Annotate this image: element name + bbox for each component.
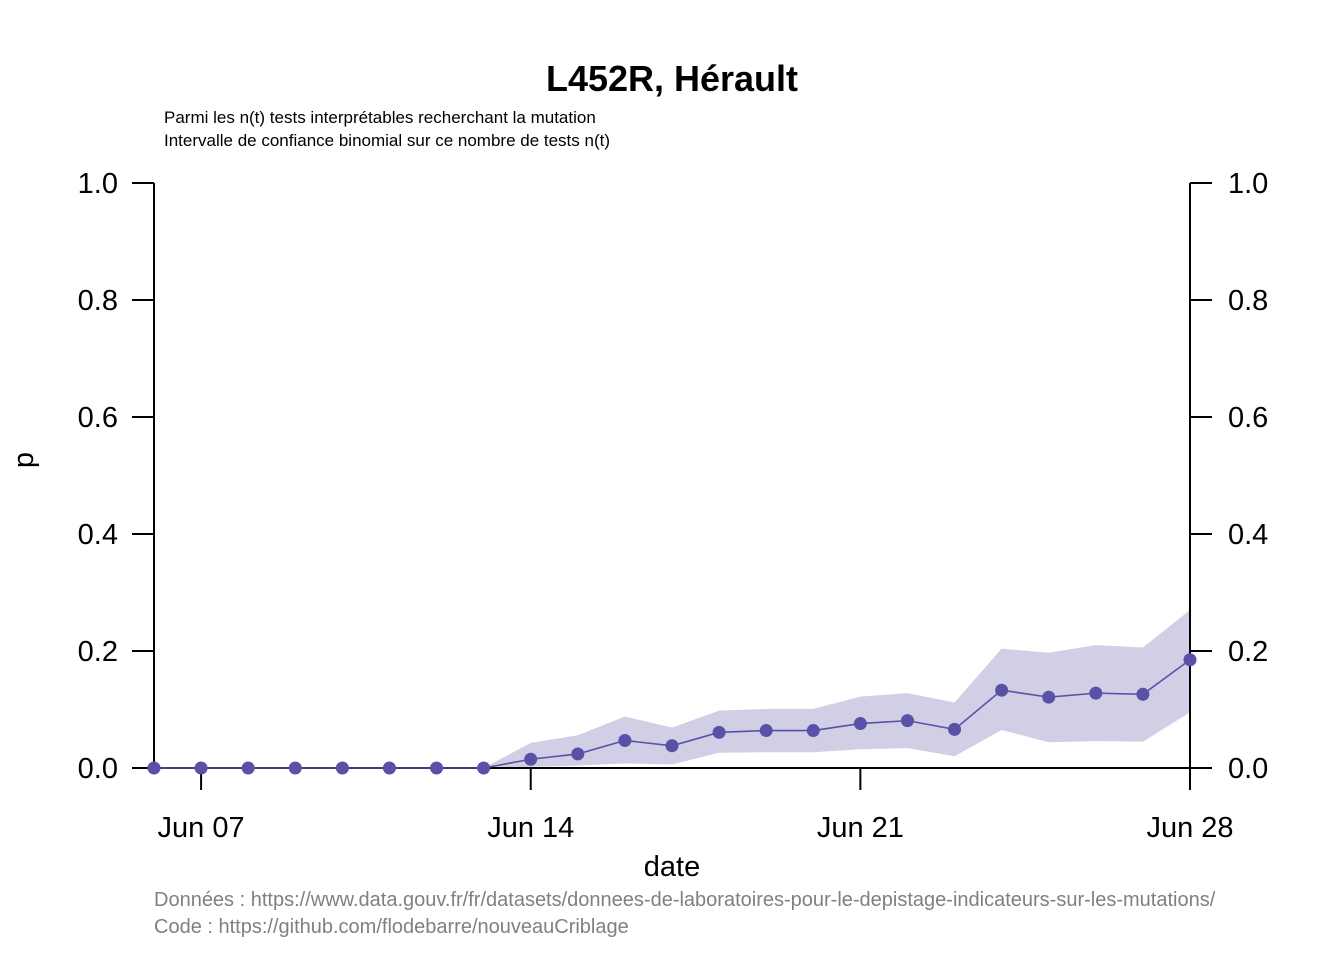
y-tick-label-right: 0.4 — [1228, 519, 1268, 551]
data-point — [147, 761, 161, 775]
x-tick-label: Jun 07 — [158, 812, 245, 844]
y-tick-label-left: 0.8 — [78, 285, 118, 317]
data-point — [382, 761, 396, 775]
y-tick-label-left: 0.0 — [78, 753, 118, 785]
data-point — [524, 752, 538, 766]
data-point — [241, 761, 255, 775]
y-tick-label-left: 0.4 — [78, 519, 118, 551]
plot-area: 0.0 0.0 0.2 0.2 0.4 0.4 0.6 0.6 0.8 0.8 1.0 1.0 Jun … — [78, 168, 1269, 844]
data-point — [335, 761, 349, 775]
data-point — [1042, 690, 1056, 704]
data-point — [806, 724, 820, 738]
y-tick-label-right: 0.2 — [1228, 636, 1268, 668]
data-point — [759, 724, 773, 738]
y-tick-label-right: 1.0 — [1228, 168, 1268, 200]
data-point — [1089, 686, 1103, 700]
code-source-caption: Code : https://github.com/flodebarre/nou… — [154, 916, 629, 938]
data-point — [853, 717, 867, 731]
data-point — [194, 761, 208, 775]
data-point — [712, 725, 726, 739]
data-point — [995, 683, 1009, 697]
y-tick-label-right: 0.0 — [1228, 753, 1268, 785]
chart-subtitle-line-1: Parmi les n(t) tests interprétables rech… — [164, 108, 596, 127]
data-source-caption: Données : https://www.data.gouv.fr/fr/da… — [154, 889, 1216, 911]
data-point — [288, 761, 302, 775]
y-tick-label-left: 0.2 — [78, 636, 118, 668]
y-tick-label-right: 0.8 — [1228, 285, 1268, 317]
data-point — [477, 761, 491, 775]
x-tick-label: Jun 14 — [487, 812, 574, 844]
data-point — [430, 761, 444, 775]
confidence-band — [154, 610, 1190, 768]
data-point — [948, 722, 962, 736]
data-point — [571, 747, 585, 761]
data-point — [1183, 653, 1197, 667]
y-tick-label-right: 0.6 — [1228, 402, 1268, 434]
data-point — [900, 714, 914, 728]
x-tick-label: Jun 21 — [817, 812, 904, 844]
y-tick-label-left: 0.6 — [78, 402, 118, 434]
data-point — [618, 734, 632, 748]
data-point — [665, 739, 679, 753]
x-tick-label: Jun 28 — [1146, 812, 1233, 844]
y-tick-label-left: 1.0 — [78, 168, 118, 200]
chart-subtitle-line-2: Intervalle de confiance binomial sur ce … — [164, 131, 610, 150]
data-point — [1136, 687, 1150, 701]
y-axis-label: p — [8, 452, 40, 468]
x-axis-label: date — [644, 851, 700, 883]
chart-title: L452R, Hérault — [546, 58, 798, 99]
